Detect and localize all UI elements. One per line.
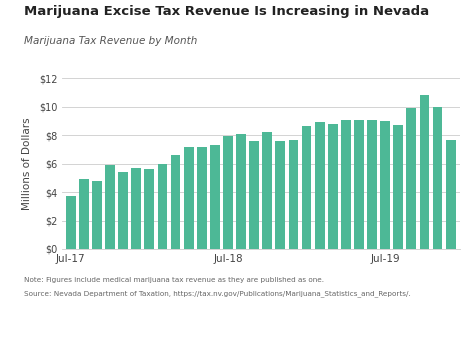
Bar [131,168,141,249]
Bar [66,196,76,249]
Text: @TaxFoundation: @TaxFoundation [380,322,460,331]
Bar [275,141,285,249]
Bar [315,122,325,249]
Text: Marijuana Tax Revenue by Month: Marijuana Tax Revenue by Month [24,36,197,46]
Text: Note: Figures include medical marijuana tax revenue as they are published as one: Note: Figures include medical marijuana … [24,277,324,283]
Bar [446,139,456,249]
Text: TAX FOUNDATION: TAX FOUNDATION [14,322,118,331]
Y-axis label: Millions of Dollars: Millions of Dollars [22,117,32,210]
Bar [171,155,181,249]
Bar [184,147,193,249]
Bar [419,95,429,249]
Bar [289,140,298,249]
Bar [301,126,311,249]
Text: Marijuana Excise Tax Revenue Is Increasing in Nevada: Marijuana Excise Tax Revenue Is Increasi… [24,5,429,18]
Bar [393,125,403,249]
Bar [197,147,207,249]
Bar [118,172,128,249]
Bar [433,107,442,249]
Bar [380,121,390,249]
Bar [210,145,220,249]
Bar [341,120,351,249]
Bar [236,134,246,249]
Bar [354,120,364,249]
Bar [328,124,337,249]
Bar [406,108,416,249]
Bar [157,164,167,249]
Bar [249,141,259,249]
Bar [223,136,233,249]
Bar [262,132,272,249]
Bar [105,165,115,249]
Bar [79,179,89,249]
Bar [145,169,154,249]
Bar [92,181,102,249]
Bar [367,120,377,249]
Text: Source: Nevada Department of Taxation, https://tax.nv.gov/Publications/Marijuana: Source: Nevada Department of Taxation, h… [24,290,410,297]
